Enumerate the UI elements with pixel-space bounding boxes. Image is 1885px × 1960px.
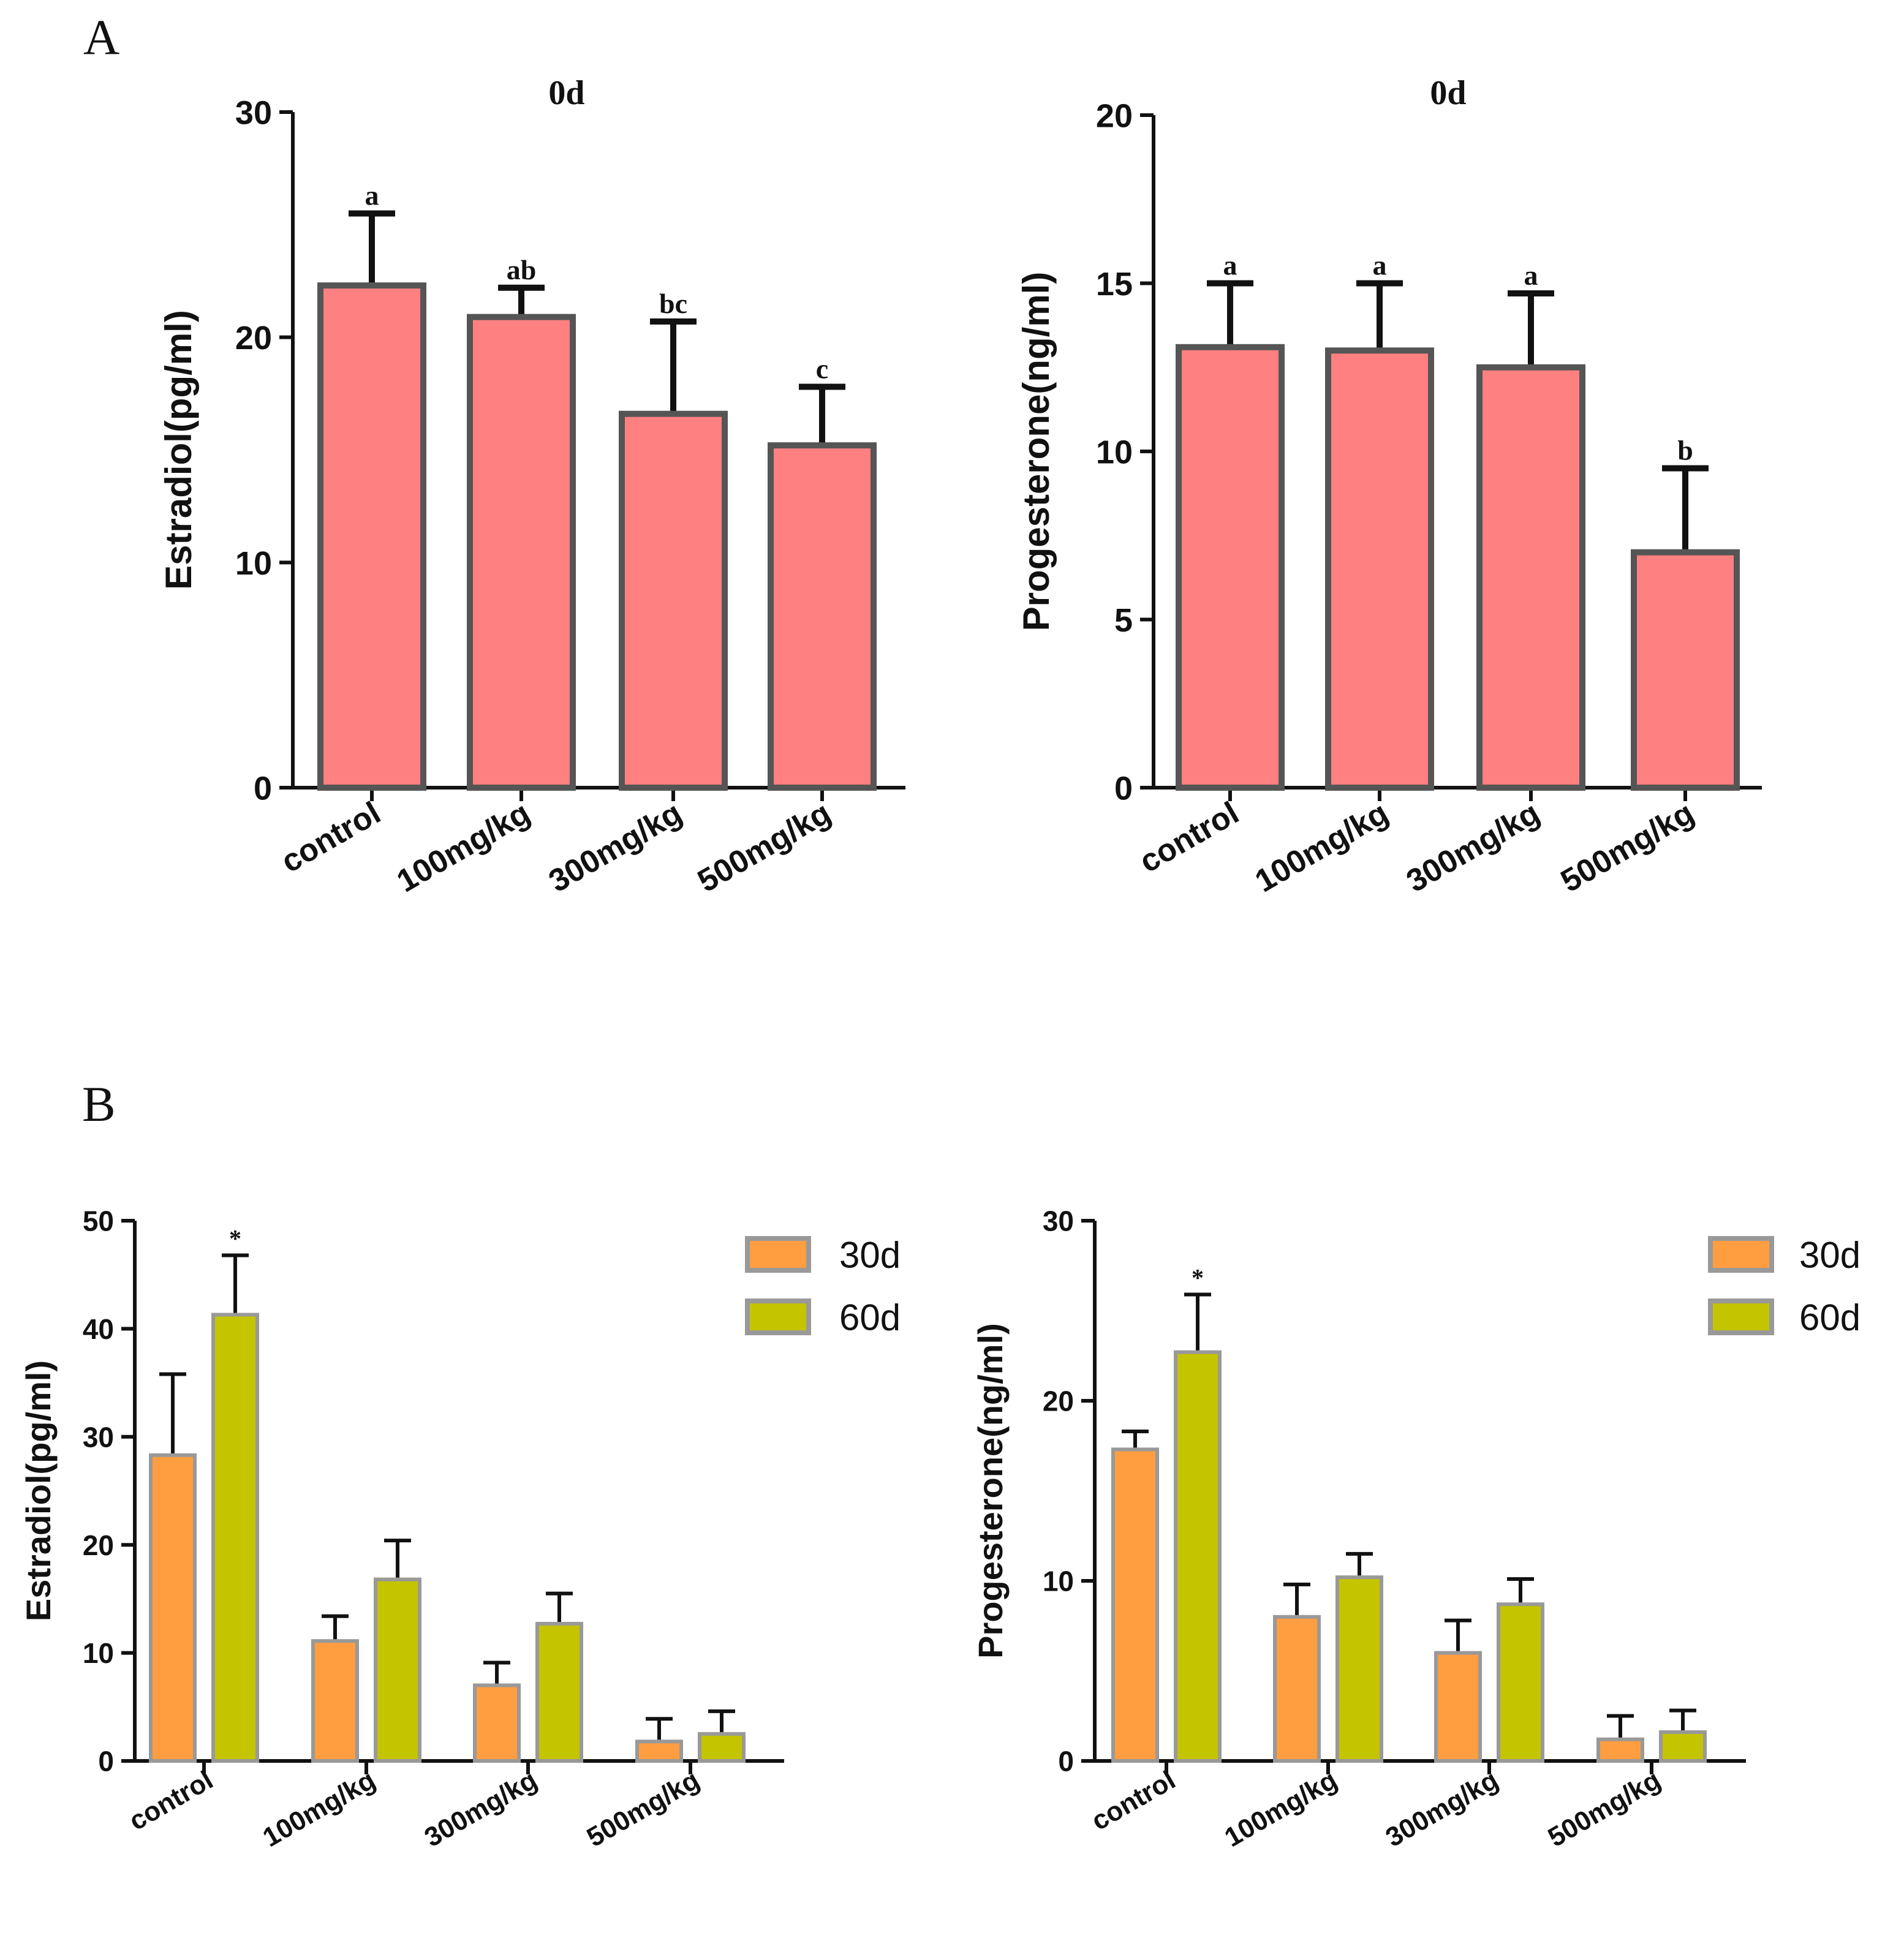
- legend-swatch: [745, 1236, 811, 1273]
- significance-label: *: [1192, 1264, 1204, 1292]
- panel-letter-b: B: [82, 1076, 116, 1132]
- bar: [149, 1453, 197, 1763]
- y-tick-label: 20: [1043, 1385, 1074, 1417]
- y-tick-label: 30: [1043, 1205, 1074, 1237]
- y-tick-label: 0: [254, 770, 272, 807]
- legend-swatch: [1708, 1236, 1774, 1273]
- bar: [1111, 1447, 1159, 1763]
- y-tick-label: 15: [1096, 266, 1133, 303]
- bar: [211, 1313, 259, 1763]
- bar: [1476, 364, 1585, 791]
- bar: [1434, 1651, 1482, 1763]
- y-tick-label: 0: [98, 1746, 114, 1777]
- y-axis-label: Progesterone(ng/ml): [971, 1323, 1010, 1659]
- bar: [1273, 1615, 1321, 1763]
- legend-label: 60d: [839, 1297, 901, 1338]
- significance-label: c: [816, 353, 828, 385]
- y-tick-label: 0: [1114, 770, 1133, 807]
- y-axis-label: Progesterone(ng/ml): [1016, 272, 1057, 631]
- y-tick-label: 10: [235, 545, 272, 582]
- bar: [1174, 1350, 1222, 1763]
- bar: [1176, 344, 1285, 791]
- bar: [473, 1683, 521, 1763]
- bar: [311, 1639, 359, 1763]
- significance-label: a: [1524, 260, 1538, 291]
- y-tick-label: 20: [235, 320, 272, 356]
- bar: [535, 1621, 583, 1763]
- bar: [635, 1740, 683, 1763]
- panel-letter-a: A: [83, 9, 119, 65]
- y-tick-label: 20: [83, 1529, 114, 1561]
- bar: [1497, 1602, 1544, 1763]
- significance-label: b: [1677, 434, 1693, 466]
- significance-label: bc: [659, 288, 687, 319]
- significance-label: a: [1373, 250, 1387, 281]
- legend-swatch: [745, 1298, 811, 1335]
- bar: [698, 1732, 746, 1763]
- chart-title: 0d: [1430, 74, 1466, 112]
- bar: [317, 282, 426, 791]
- y-tick-label: 30: [235, 94, 272, 131]
- significance-label: ab: [507, 254, 537, 285]
- y-tick-label: 0: [1058, 1746, 1074, 1777]
- bar: [768, 442, 877, 791]
- bar: [619, 410, 728, 791]
- significance-label: a: [365, 179, 379, 211]
- significance-label: a: [1223, 250, 1237, 281]
- y-tick-label: 10: [1096, 434, 1133, 470]
- bar: [1325, 347, 1434, 791]
- y-tick-label: 10: [83, 1637, 114, 1669]
- legend-label: 30d: [839, 1235, 901, 1276]
- bar: [467, 314, 576, 791]
- bar: [1596, 1737, 1644, 1763]
- y-tick-label: 50: [83, 1205, 114, 1237]
- significance-label: *: [229, 1224, 241, 1252]
- y-tick-label: 10: [1043, 1566, 1074, 1597]
- bar: [1659, 1730, 1707, 1763]
- legend-label: 30d: [1799, 1235, 1860, 1276]
- y-axis-label: Estradiol(pg/ml): [158, 310, 199, 590]
- y-axis-label: Estradiol(pg/ml): [19, 1360, 58, 1621]
- bar: [1631, 549, 1740, 791]
- legend-swatch: [1708, 1298, 1774, 1335]
- y-tick-label: 20: [1096, 97, 1133, 134]
- bar: [374, 1577, 421, 1763]
- chart-title: 0d: [548, 74, 584, 112]
- legend-label: 60d: [1799, 1297, 1860, 1338]
- y-tick-label: 5: [1114, 602, 1133, 639]
- y-tick-label: 30: [83, 1421, 114, 1453]
- y-tick-label: 40: [83, 1313, 114, 1345]
- bar: [1335, 1575, 1383, 1763]
